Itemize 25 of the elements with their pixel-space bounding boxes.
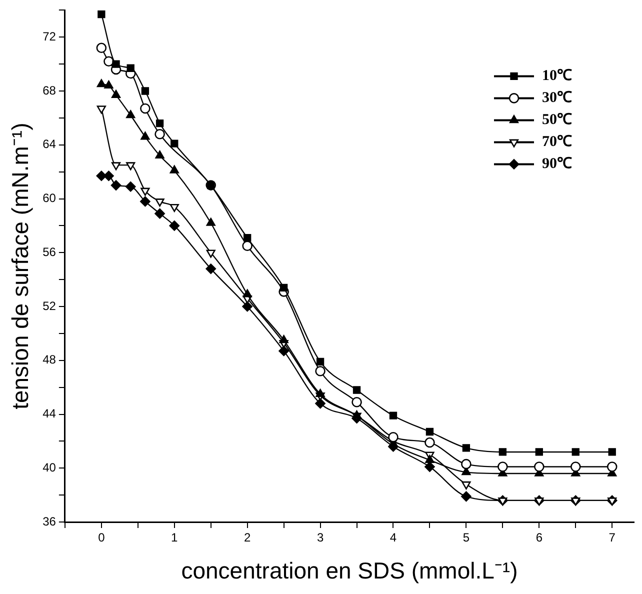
legend-label: 30℃	[542, 90, 572, 106]
x-tick-label: 4	[390, 530, 397, 545]
x-tick-label: 0	[98, 530, 106, 545]
x-axis-title: concentration en SDS (mmol.L⁻¹)	[181, 558, 518, 584]
x-tick-label: 7	[608, 530, 616, 545]
x-tick-label: 6	[536, 530, 543, 545]
y-tick-label: 40	[42, 460, 56, 474]
y-tick-label: 68	[42, 83, 56, 98]
y-tick-label: 64	[42, 137, 56, 152]
legend-label: 70℃	[542, 134, 572, 150]
y-tick-label: 44	[42, 406, 56, 421]
x-tick-label: 5	[462, 530, 470, 545]
y-tick-label: 36	[42, 514, 56, 528]
x-tick-label: 2	[244, 530, 251, 545]
y-tick-label: 56	[42, 244, 56, 259]
y-axis-title: tension de surface (mN.m⁻¹)	[7, 122, 34, 410]
y-tick-label: 52	[42, 298, 56, 313]
x-tick-label: 3	[316, 530, 324, 545]
x-tick-label: 1	[171, 530, 178, 545]
y-tick-label: 72	[42, 29, 56, 44]
legend-label: 10℃	[542, 68, 572, 84]
y-tick-label: 48	[42, 352, 56, 367]
legend-label: 90℃	[542, 156, 572, 172]
legend-label: 50℃	[542, 112, 572, 128]
y-tick-label: 60	[42, 191, 56, 206]
